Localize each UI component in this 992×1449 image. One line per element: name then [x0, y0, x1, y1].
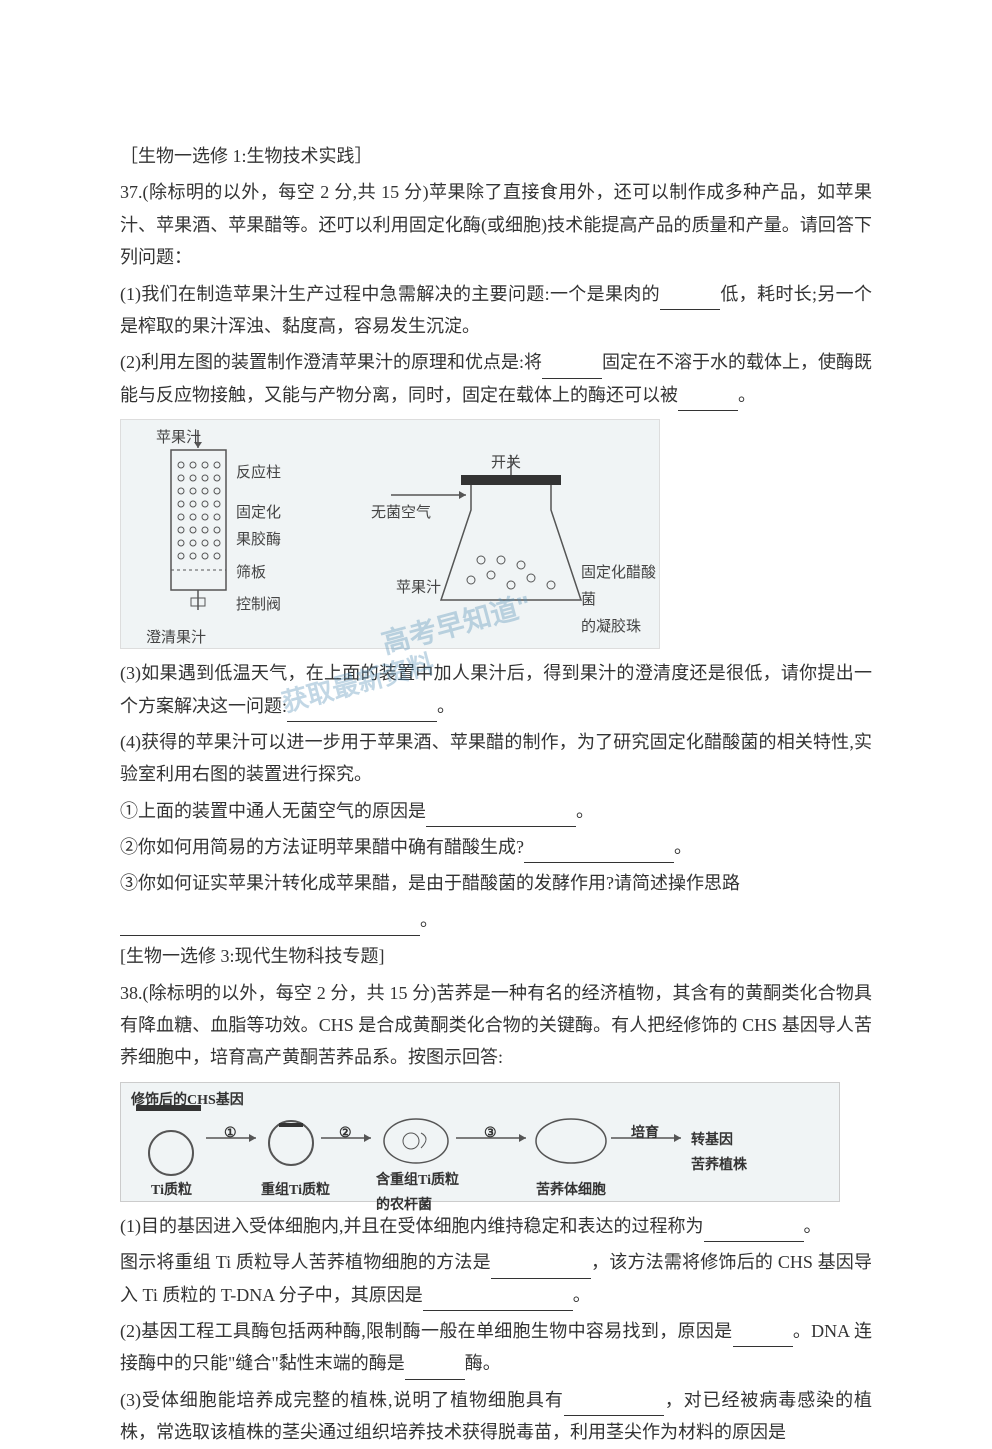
q38-1e-t: 。	[573, 1285, 591, 1305]
label-immobilized-enzyme: 固定化 果胶酶	[236, 500, 281, 554]
q37-1a-text: (1)我们在制造苹果汁生产过程中急需解决的主要问题:一个是果肉的	[120, 284, 660, 304]
q37-4-2a-text: ②你如何用简易的方法证明苹果醋中确有醋酸生成?	[120, 837, 524, 857]
q37-4-1: ①上面的装置中通人无菌空气的原因是 。	[120, 795, 872, 827]
q37-4: (4)获得的苹果汁可以进一步用于苹果酒、苹果醋的制作，为了研究固定化醋酸菌的相关…	[120, 726, 872, 791]
q38-intro: 38.(除标明的以外，每空 2 分，共 15 分)苦荞是一种有名的经济植物，其含…	[120, 977, 872, 1074]
q37-3a-text: (3)如果遇到低温天气，在上面的装置中加人果汁后，得到果汁的澄清度还是很低，请你…	[120, 663, 872, 715]
q37-4-1a-text: ①上面的装置中通人无菌空气的原因是	[120, 801, 426, 821]
label-arrow2: ②	[339, 1121, 352, 1146]
label-apple-juice-top: 苹果汁	[156, 425, 201, 452]
label-recomb-ti: 重组Ti质粒	[261, 1178, 330, 1203]
blank-37-4-3	[120, 915, 420, 937]
blank-38-2a	[733, 1326, 793, 1348]
blank-38-2b	[405, 1358, 465, 1380]
q37-2c-text: 。	[738, 385, 756, 405]
diagram2: 修饰后的CHS基因 Ti质粒 ① 重组Ti质粒 ② 含重组Ti质粒 的农杆菌 ③…	[120, 1082, 840, 1202]
q37-4-2: ②你如何用简易的方法证明苹果醋中确有醋酸生成? 。	[120, 831, 872, 863]
label-clear-juice: 澄清果汁	[146, 625, 206, 652]
q38-3: (3)受体细胞能培养成完整的植株,说明了植物细胞具有，对已经被病毒感染的植株，常…	[120, 1384, 872, 1449]
blank-38-1d	[423, 1289, 573, 1311]
diagram1: 苹果汁 反应柱 固定化 果胶酶 筛板 控制阀 澄清果汁 开关 无菌空气 苹果汁 …	[120, 419, 660, 649]
blank-37-1	[660, 288, 720, 310]
q37-4-3a-text: ③你如何证实苹果汁转化成苹果醋，是由于醋酸菌的发酵作用?请简述操作思路	[120, 873, 740, 893]
label-arrow1: ①	[224, 1121, 237, 1146]
q37-4-3b-text: 。	[420, 910, 438, 930]
q38-2: (2)基因工程工具酶包括两种酶,限制酶一般在单细胞生物中容易找到，原因是。DNA…	[120, 1315, 872, 1380]
label-modified-gene: 修饰后的CHS基因	[131, 1088, 244, 1113]
q37-4-1b-text: 。	[576, 801, 594, 821]
section2-tag: [生物一选修 3:现代生物科技专题]	[120, 940, 872, 972]
blank-37-2a	[542, 357, 602, 379]
blank-37-4-2	[524, 842, 674, 864]
q38-2c-t: 酶。	[465, 1353, 501, 1373]
label-transgenic: 转基因 苦荞植株	[691, 1128, 747, 1178]
q37-3b-text: 。	[437, 696, 455, 716]
q37-3: (3)如果遇到低温天气，在上面的装置中加人果汁后，得到果汁的澄清度还是很低，请你…	[120, 657, 872, 722]
q37-intro: 37.(除标明的以外，每空 2 分,共 15 分)苹果除了直接食用外，还可以制作…	[120, 176, 872, 273]
blank-38-1a	[704, 1221, 804, 1243]
label-ti-plasmid: Ti质粒	[151, 1178, 192, 1203]
q38-1c-t: 图示将重组 Ti 质粒导人苦荞植物细胞的方法是	[120, 1252, 491, 1272]
q38-1b-t: 。	[804, 1216, 822, 1236]
label-sterile-air: 无菌空气	[371, 500, 431, 527]
q38-1a-t: (1)目的基因进入受体细胞内,并且在受体细胞内维持稳定和表达的过程称为	[120, 1216, 704, 1236]
q37-4-3-blank: 。	[120, 904, 872, 936]
q37-4-2b-text: 。	[674, 837, 692, 857]
label-valve: 控制阀	[236, 592, 281, 619]
label-reaction-column: 反应柱	[236, 460, 281, 487]
label-cell: 苦荞体细胞	[536, 1178, 606, 1203]
label-arrow3: ③	[484, 1121, 497, 1146]
label-agrobacterium: 含重组Ti质粒 的农杆菌	[376, 1168, 459, 1218]
q37-4-3: ③你如何证实苹果汁转化成苹果醋，是由于醋酸菌的发酵作用?请简述操作思路	[120, 867, 872, 899]
q37-1: (1)我们在制造苹果汁生产过程中急需解决的主要问题:一个是果肉的低，耗时长;另一…	[120, 278, 872, 343]
blank-38-3a	[564, 1395, 664, 1417]
blank-37-4-1	[426, 805, 576, 827]
blank-37-3	[287, 700, 437, 722]
q37-2a-text: (2)利用左图的装置制作澄清苹果汁的原理和优点是:将	[120, 352, 542, 372]
blank-38-1c	[491, 1257, 591, 1279]
label-immobilized-bacteria: 固定化醋酸菌 的凝胶珠	[581, 560, 659, 641]
q37-2: (2)利用左图的装置制作澄清苹果汁的原理和优点是:将固定在不溶于水的载体上，使酶…	[120, 346, 872, 411]
label-sieve: 筛板	[236, 560, 266, 587]
label-flask-juice: 苹果汁	[396, 575, 441, 602]
q38-2a-t: (2)基因工程工具酶包括两种酶,限制酶一般在单细胞生物中容易找到，原因是	[120, 1321, 733, 1341]
q38-1a: (1)目的基因进入受体细胞内,并且在受体细胞内维持稳定和表达的过程称为 。	[120, 1210, 872, 1242]
label-switch: 开关	[491, 450, 521, 477]
section1-tag: ［生物一选修 1:生物技术实践］	[120, 140, 872, 172]
diagram1-svg	[121, 420, 661, 650]
q38-3a-t: (3)受体细胞能培养成完整的植株,说明了植物细胞具有	[120, 1390, 564, 1410]
blank-37-2b	[678, 390, 738, 412]
q38-1c: 图示将重组 Ti 质粒导人苦荞植物细胞的方法是，该方法需将修饰后的 CHS 基因…	[120, 1246, 872, 1311]
label-cultivate: 培育	[631, 1121, 659, 1146]
